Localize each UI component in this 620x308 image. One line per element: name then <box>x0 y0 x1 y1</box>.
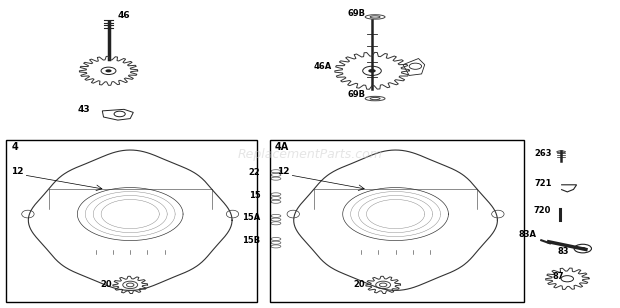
Text: 69B: 69B <box>348 90 366 99</box>
Text: 263: 263 <box>534 148 552 157</box>
Bar <box>6 140 257 302</box>
Circle shape <box>363 66 381 75</box>
Text: 69B: 69B <box>348 9 366 18</box>
Text: ReplacementParts.com: ReplacementParts.com <box>237 148 383 160</box>
Ellipse shape <box>557 151 565 153</box>
Text: 4A: 4A <box>275 142 289 152</box>
Circle shape <box>580 247 586 250</box>
Bar <box>270 140 524 302</box>
Text: 46: 46 <box>118 11 130 20</box>
Text: 43: 43 <box>78 105 90 114</box>
Text: 12: 12 <box>277 167 290 176</box>
Text: 15: 15 <box>249 191 260 200</box>
Circle shape <box>561 276 574 282</box>
Text: 4: 4 <box>11 142 18 152</box>
Text: 15A: 15A <box>242 213 260 222</box>
Text: 20: 20 <box>353 280 365 289</box>
Text: 12: 12 <box>11 167 24 176</box>
Text: 87: 87 <box>552 272 564 281</box>
Text: 83: 83 <box>558 247 570 256</box>
Text: 22: 22 <box>249 168 260 177</box>
Circle shape <box>105 69 112 72</box>
Circle shape <box>101 67 116 75</box>
Text: 15B: 15B <box>242 236 260 245</box>
Text: 721: 721 <box>534 179 552 188</box>
Text: 20: 20 <box>100 280 112 289</box>
Text: 46A: 46A <box>314 62 332 71</box>
Text: 720: 720 <box>533 206 551 215</box>
Text: 83A: 83A <box>518 230 536 239</box>
Circle shape <box>368 69 376 73</box>
